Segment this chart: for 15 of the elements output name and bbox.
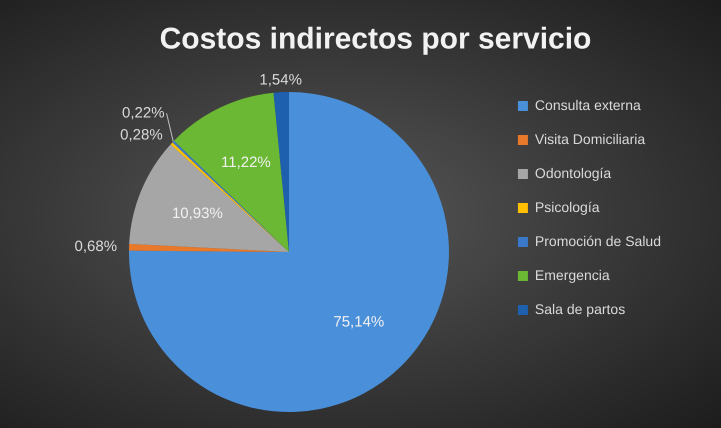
legend-label: Psicología	[534, 198, 600, 215]
chart-title: Costos indirectos por servicio	[160, 22, 592, 56]
data-label: 0,28%	[120, 126, 163, 144]
data-label: 0,22%	[122, 104, 165, 122]
data-label: 10,93%	[172, 205, 223, 222]
data-label: 11,22%	[221, 154, 271, 171]
data-label: 0,68%	[74, 238, 118, 256]
data-label: 75,14%	[333, 314, 384, 331]
legend-label: Consulta externa	[534, 96, 641, 113]
legend-label: Visita Domiciliaria	[534, 130, 646, 147]
legend-label: Promoción de Salud	[534, 232, 662, 249]
legend-label: Emergencia	[534, 266, 610, 283]
legend-label: Odontología	[534, 164, 612, 181]
legend-label: Sala de partos	[534, 300, 626, 317]
data-label: 1,54%	[259, 71, 302, 88]
